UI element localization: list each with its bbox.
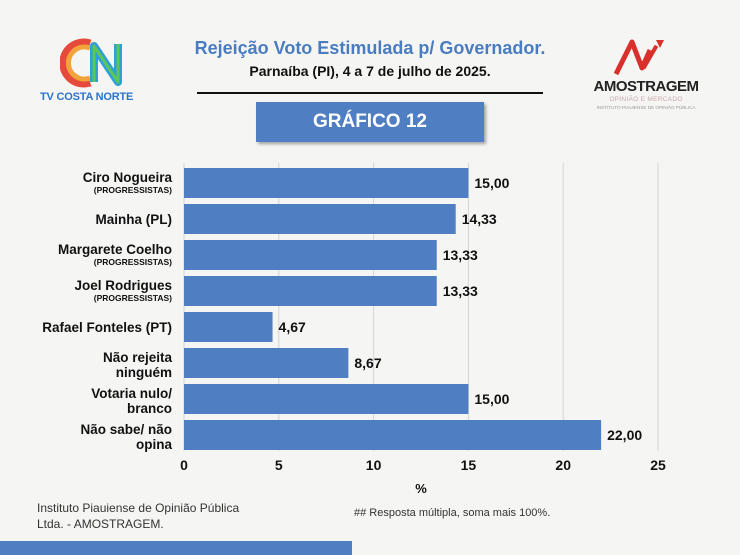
- data-label: 4,67: [279, 319, 306, 335]
- bar: [184, 276, 437, 306]
- bar: [184, 312, 273, 342]
- title-divider: [197, 92, 543, 94]
- x-tick-label: 0: [180, 457, 188, 473]
- logo-right-tagline: OPINIÃO E MERCADO: [609, 96, 683, 103]
- logo-left-text: TV COSTA NORTE: [40, 91, 134, 103]
- category-label: Não rejeita: [103, 350, 173, 365]
- tv-costa-norte-logo: TV COSTA NORTE: [40, 38, 152, 108]
- category-label: branco: [127, 401, 172, 416]
- cn-logo-icon: [60, 38, 122, 88]
- category-label: opina: [136, 437, 172, 452]
- category-label: Não sabe/ não: [80, 422, 172, 437]
- amostragem-logo: AMOSTRAGEM OPINIÃO E MERCADO INSTITUTO P…: [582, 38, 712, 116]
- category-label: Votaria nulo/: [91, 386, 172, 401]
- category-label: Ciro Nogueira: [83, 170, 173, 185]
- footer-note: ## Resposta múltipla, soma mais 100%.: [354, 507, 551, 519]
- page-title: Rejeição Voto Estimulada p/ Governador.: [194, 38, 546, 58]
- category-label: Mainha (PL): [96, 212, 173, 227]
- chart-number-badge: GRÁFICO 12: [256, 102, 484, 142]
- footer-source: Instituto Piauiense de Opinião Pública L…: [37, 501, 240, 531]
- logo-right-institute: INSTITUTO PIAUIENSE DE OPINIÃO PÚBLICA: [596, 105, 696, 110]
- x-tick-label: 5: [275, 457, 283, 473]
- data-label: 13,33: [443, 283, 478, 299]
- bar: [184, 204, 456, 234]
- category-label: Margarete Coelho: [58, 242, 172, 257]
- logo-right-brand: AMOSTRAGEM: [593, 78, 700, 95]
- page-subtitle: Parnaíba (PI), 4 a 7 de julho de 2025.: [249, 63, 491, 79]
- x-tick-label: 15: [461, 457, 477, 473]
- data-label: 15,00: [474, 175, 509, 191]
- bottom-accent-bar: [0, 541, 352, 555]
- category-party-label: (PROGRESSISTAS): [94, 257, 172, 267]
- data-label: 15,00: [474, 391, 509, 407]
- x-tick-label: 20: [555, 457, 571, 473]
- category-party-label: (PROGRESSISTAS): [94, 185, 172, 195]
- bar: [184, 420, 602, 450]
- data-label: 22,00: [607, 427, 642, 443]
- category-label: ninguém: [116, 365, 172, 380]
- x-axis-label: %: [415, 481, 427, 496]
- data-label: 14,33: [462, 211, 497, 227]
- category-label: Joel Rodrigues: [74, 278, 172, 293]
- data-label: 13,33: [443, 247, 478, 263]
- amostragem-mark-icon: [613, 39, 664, 76]
- bar: [184, 168, 469, 198]
- category-label: Rafael Fonteles (PT): [42, 320, 172, 335]
- x-tick-label: 10: [366, 457, 382, 473]
- x-tick-label: 25: [650, 457, 666, 473]
- bar: [184, 240, 437, 270]
- bar: [184, 384, 469, 414]
- data-label: 8,67: [354, 355, 381, 371]
- bar: [184, 348, 349, 378]
- category-party-label: (PROGRESSISTAS): [94, 293, 172, 303]
